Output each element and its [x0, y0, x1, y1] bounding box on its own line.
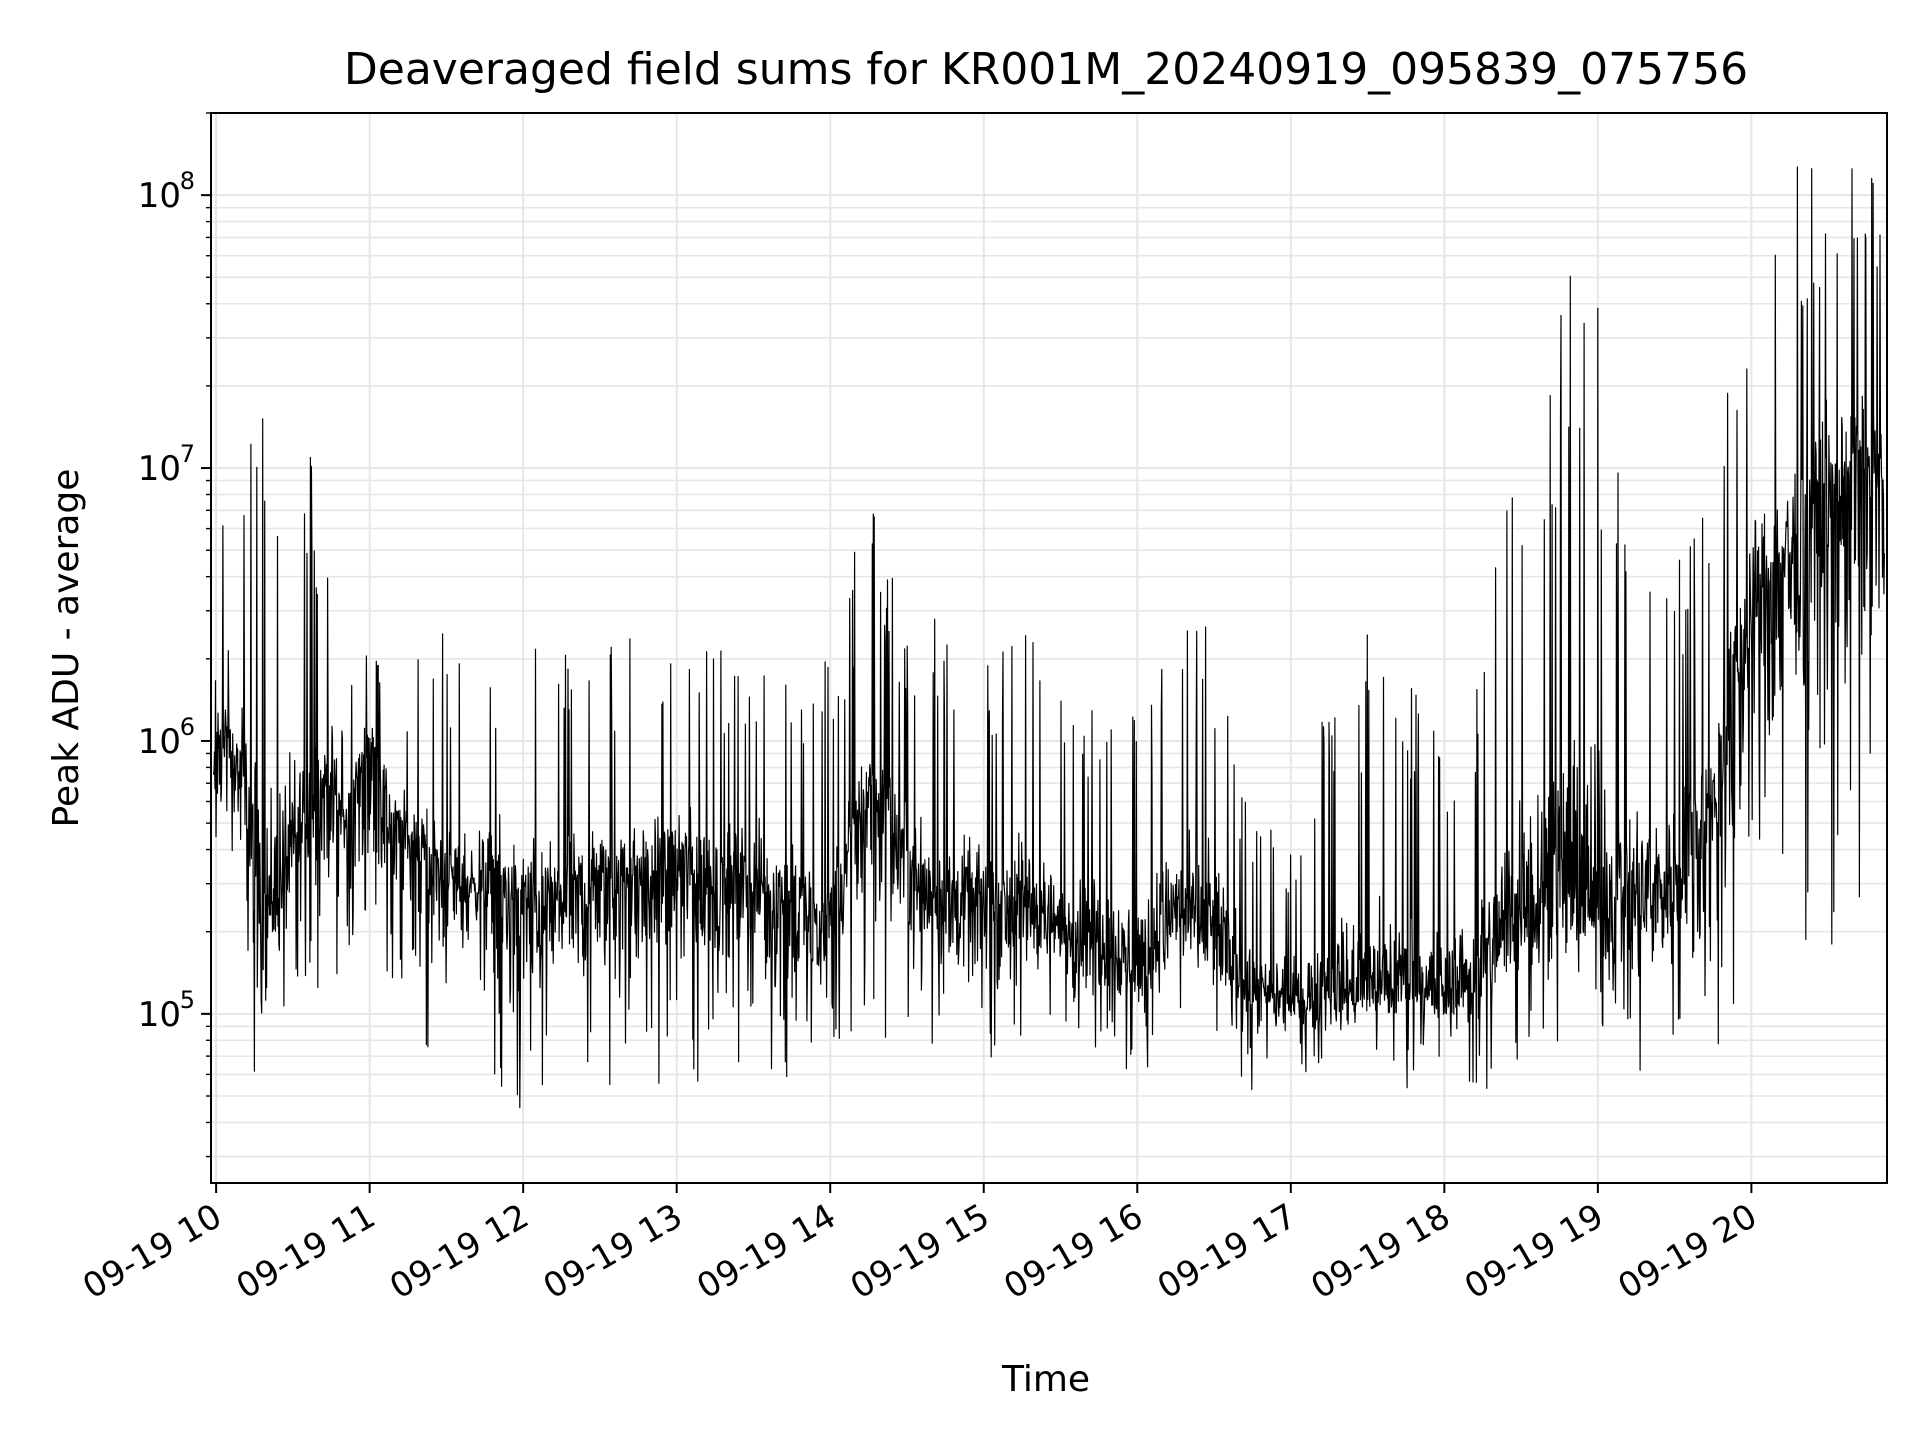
y-tick-base: 10 — [138, 995, 181, 1035]
plot-frame — [210, 112, 1888, 1184]
y-tick-exponent: 7 — [180, 440, 195, 468]
y-tick-label: 10 — [138, 995, 181, 1035]
y-tick-base: 10 — [138, 176, 181, 216]
y-tick-exponent: 8 — [180, 167, 195, 195]
series-trace — [213, 166, 1885, 1109]
y-axis-label: Peak ADU - average — [46, 469, 87, 828]
y-tick-label: 10 — [138, 449, 181, 489]
y-tick-base: 10 — [138, 722, 181, 762]
chart-title: Deaveraged field sums for KR001M_2024091… — [344, 44, 1748, 95]
y-tick-exponent: 5 — [180, 986, 195, 1014]
y-tick-label: 10 — [138, 722, 181, 762]
y-tick-exponent: 6 — [180, 713, 195, 741]
series-line — [213, 166, 1885, 1109]
y-tick-label: 10 — [138, 176, 181, 216]
y-tick-base: 10 — [138, 449, 181, 489]
x-axis-label: Time — [1001, 1359, 1090, 1400]
